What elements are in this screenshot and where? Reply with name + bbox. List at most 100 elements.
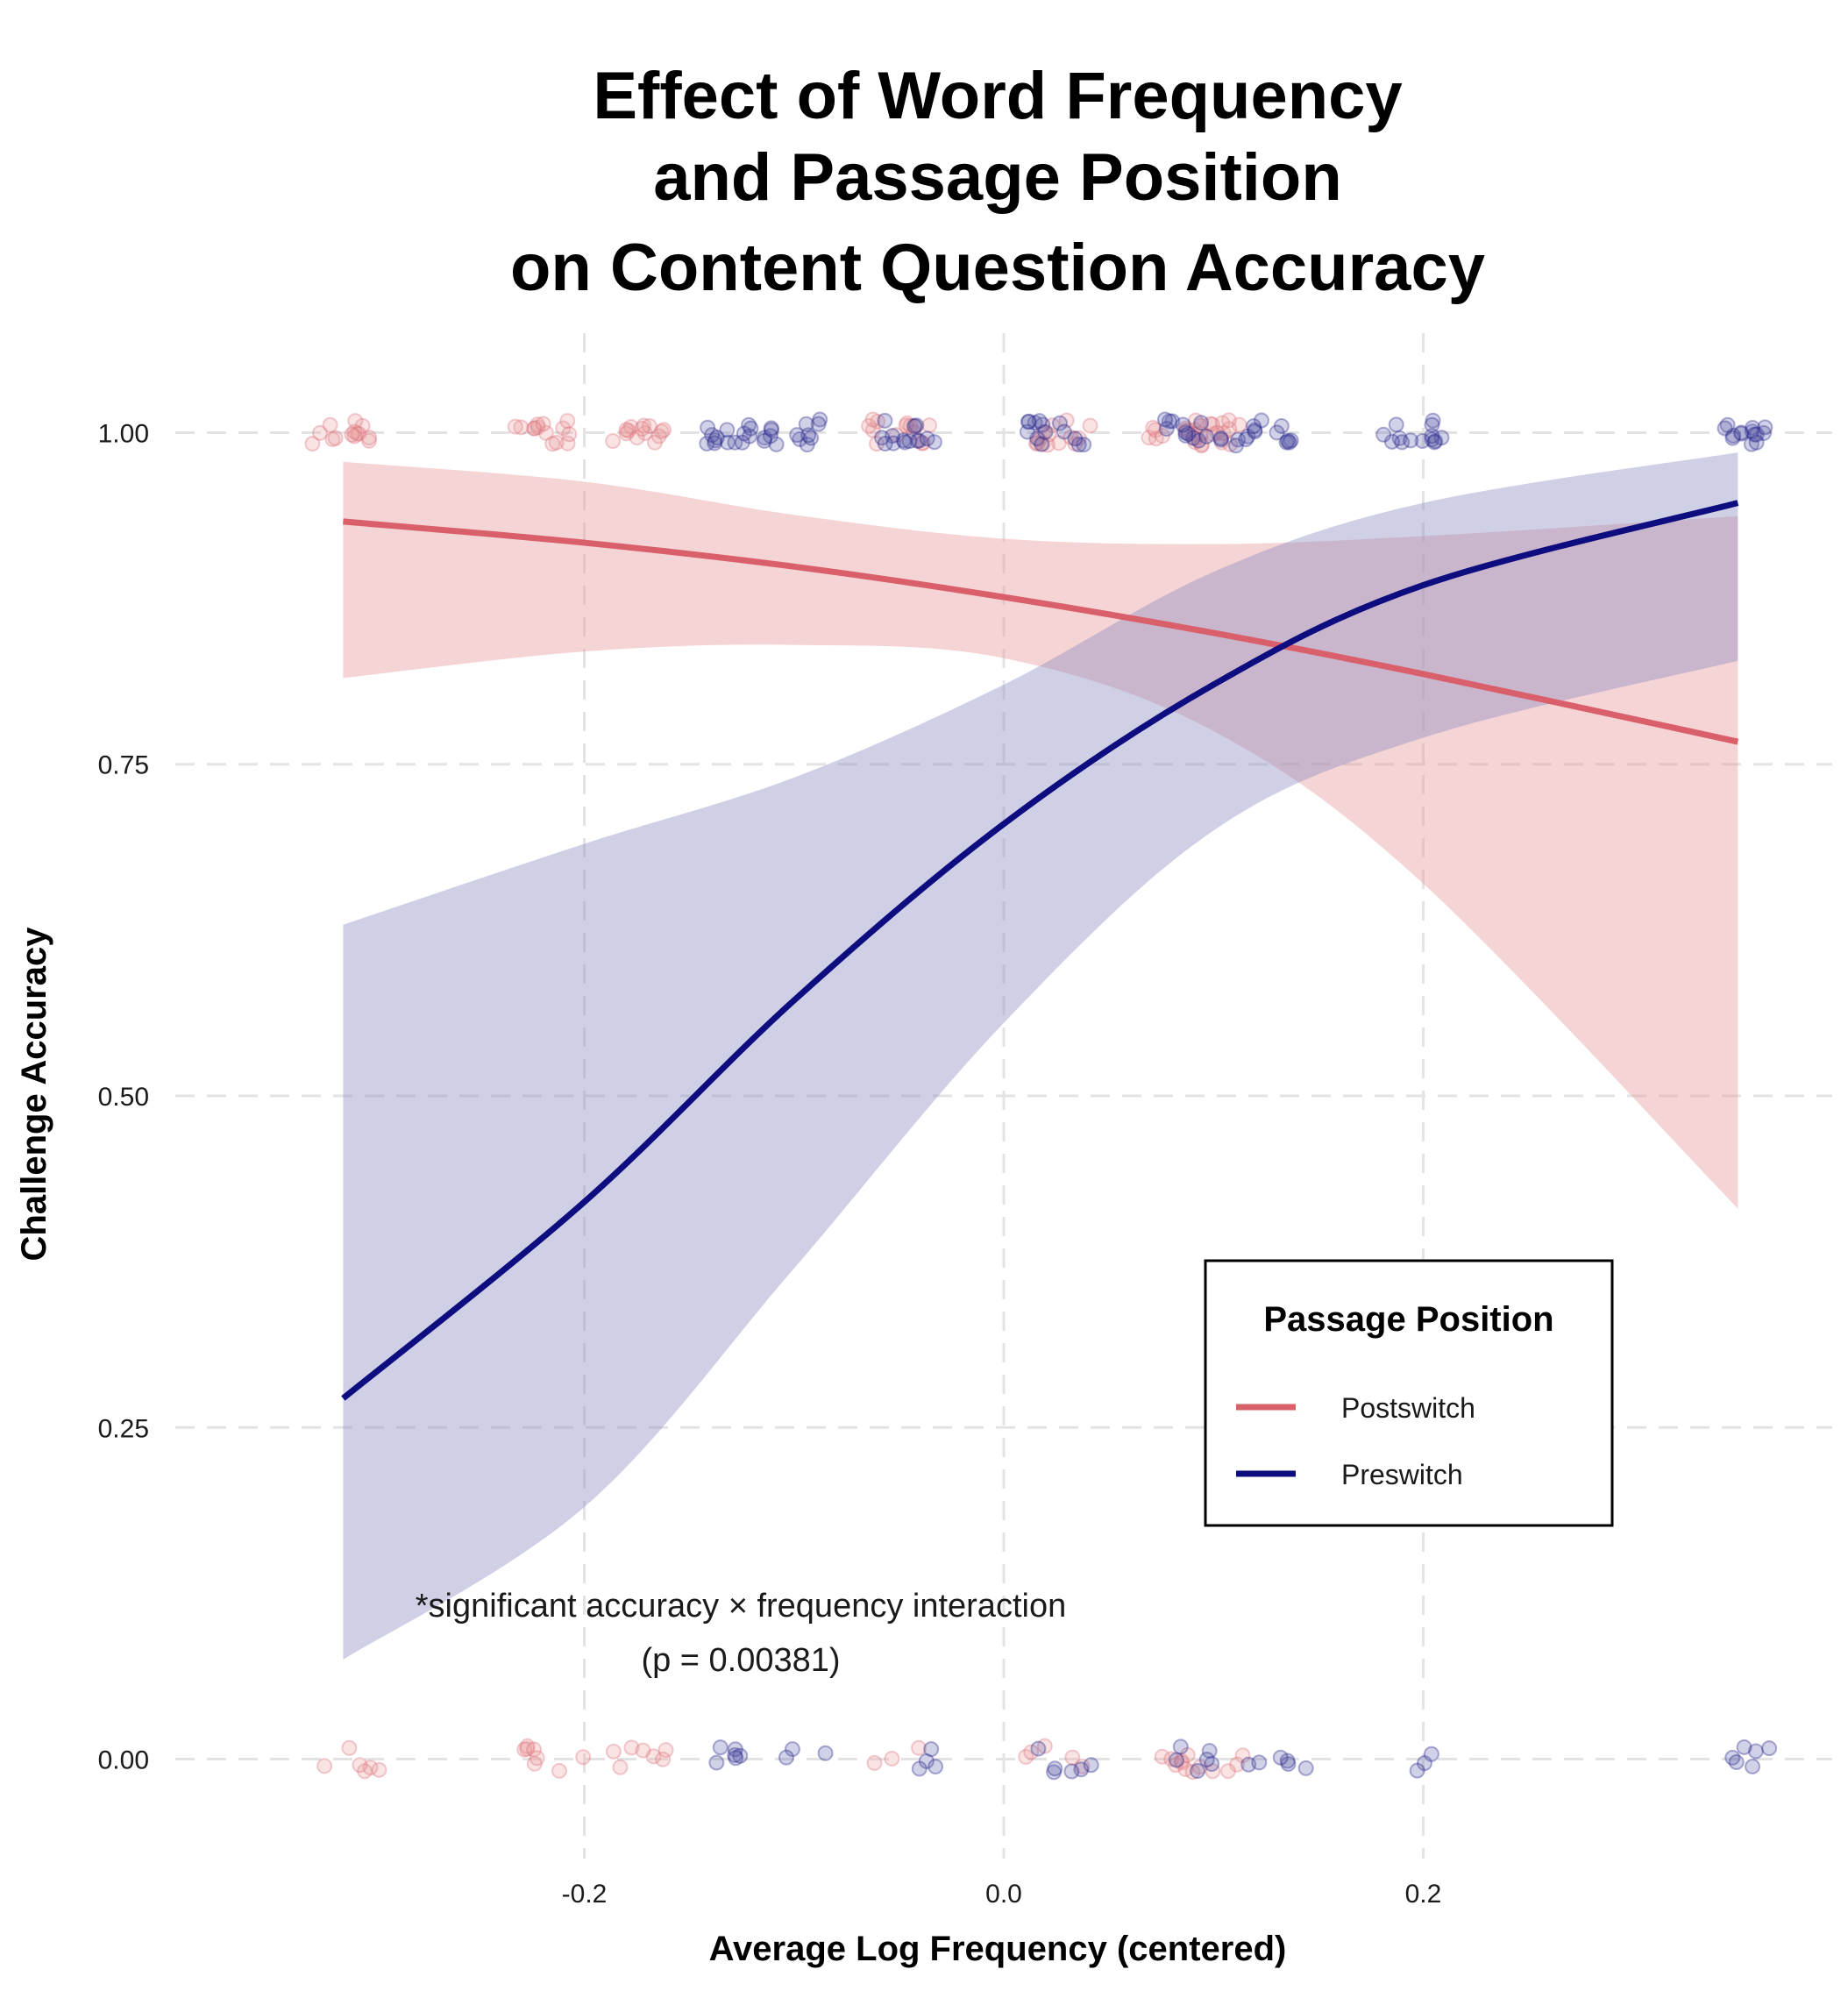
point-postswitch [1205, 426, 1222, 443]
point-postswitch [914, 435, 931, 452]
point-postswitch [530, 416, 546, 433]
point-preswitch [1164, 413, 1181, 430]
point-postswitch [1215, 425, 1232, 442]
point-preswitch [719, 434, 736, 451]
point-postswitch [646, 434, 663, 451]
point-postswitch [351, 425, 367, 442]
point-postswitch [575, 1749, 592, 1766]
point-postswitch [605, 433, 622, 450]
grid [175, 333, 1832, 1859]
point-postswitch [1193, 425, 1210, 442]
point-postswitch [629, 430, 645, 446]
point-preswitch [1427, 433, 1444, 450]
point-postswitch [921, 417, 938, 434]
point-postswitch [1229, 1756, 1246, 1773]
point-postswitch [361, 430, 378, 446]
point-preswitch [1177, 427, 1194, 444]
point-preswitch [906, 418, 923, 435]
point-postswitch [1204, 416, 1220, 433]
point-preswitch [1409, 1762, 1425, 1779]
point-preswitch [1161, 413, 1177, 430]
point-preswitch [707, 432, 723, 449]
chart-title-line-1: Effect of Word Frequency [593, 59, 1402, 133]
point-preswitch [1067, 430, 1084, 447]
point-preswitch [911, 432, 928, 449]
point-preswitch [901, 433, 918, 450]
point-preswitch [734, 434, 750, 451]
point-preswitch [1177, 424, 1194, 441]
point-preswitch [1247, 422, 1263, 438]
point-postswitch [526, 1755, 543, 1772]
point-postswitch [1202, 416, 1219, 432]
point-preswitch [1158, 421, 1175, 437]
point-postswitch [1067, 436, 1084, 452]
chart-title-line-2: and Passage Position [653, 140, 1342, 215]
point-preswitch [1180, 425, 1197, 442]
y-axis-ticks: 0.00 0.25 0.50 0.75 1.00 [98, 419, 149, 1774]
point-postswitch [316, 1758, 333, 1774]
point-postswitch [537, 424, 554, 441]
point-preswitch [1253, 412, 1269, 429]
point-postswitch [884, 1750, 900, 1767]
point-postswitch [618, 425, 635, 442]
point-preswitch [1240, 1756, 1257, 1773]
point-preswitch [1070, 437, 1087, 453]
point-postswitch [864, 422, 881, 438]
point-preswitch [1073, 1761, 1090, 1778]
x-tick-label-2: 0.2 [1405, 1880, 1442, 1909]
point-preswitch [1172, 1738, 1189, 1755]
point-postswitch [548, 434, 565, 451]
point-preswitch [1020, 414, 1036, 430]
point-preswitch [700, 419, 716, 436]
point-postswitch [1187, 430, 1204, 447]
point-preswitch [909, 432, 926, 449]
point-postswitch [636, 417, 652, 434]
y-tick-label-3: 0.75 [98, 751, 149, 780]
point-preswitch [877, 436, 893, 452]
point-preswitch [763, 420, 779, 437]
point-preswitch [1717, 420, 1733, 437]
point-preswitch [1391, 430, 1408, 446]
point-postswitch [1058, 412, 1075, 429]
point-postswitch [544, 436, 561, 452]
point-postswitch [618, 422, 635, 438]
point-preswitch [1719, 416, 1736, 433]
point-postswitch [635, 1742, 651, 1759]
point-postswitch [1064, 1749, 1081, 1766]
point-preswitch [1424, 431, 1440, 448]
point-postswitch [864, 411, 881, 428]
point-postswitch [1177, 420, 1194, 437]
point-postswitch [888, 427, 905, 444]
point-preswitch [762, 428, 778, 444]
point-preswitch [918, 1753, 935, 1769]
point-preswitch [707, 435, 723, 452]
point-preswitch [1191, 432, 1207, 449]
point-preswitch [1747, 1743, 1764, 1760]
x-axis-ticks: -0.2 0.0 0.2 [562, 1880, 1442, 1909]
point-preswitch [732, 1747, 749, 1764]
legend-box [1204, 1259, 1614, 1527]
point-preswitch [1724, 1749, 1741, 1766]
point-preswitch [877, 412, 893, 429]
point-postswitch [1027, 435, 1044, 452]
point-preswitch [1416, 1755, 1432, 1772]
point-preswitch [885, 435, 902, 452]
point-postswitch [1213, 434, 1230, 451]
point-postswitch [513, 419, 530, 436]
point-postswitch [555, 420, 572, 437]
point-preswitch [768, 436, 785, 452]
point-preswitch [884, 428, 900, 444]
point-postswitch [371, 1761, 387, 1778]
point-postswitch [910, 1739, 927, 1756]
point-preswitch [1433, 430, 1450, 446]
point-preswitch [741, 416, 757, 433]
point-postswitch [1163, 1751, 1180, 1767]
point-postswitch [622, 418, 639, 435]
point-postswitch [1177, 423, 1194, 439]
point-postswitch [866, 1754, 883, 1771]
point-postswitch [551, 1762, 567, 1779]
point-postswitch [1031, 431, 1048, 448]
point-preswitch [699, 435, 715, 452]
point-preswitch [704, 427, 721, 444]
point-preswitch [1414, 432, 1431, 449]
